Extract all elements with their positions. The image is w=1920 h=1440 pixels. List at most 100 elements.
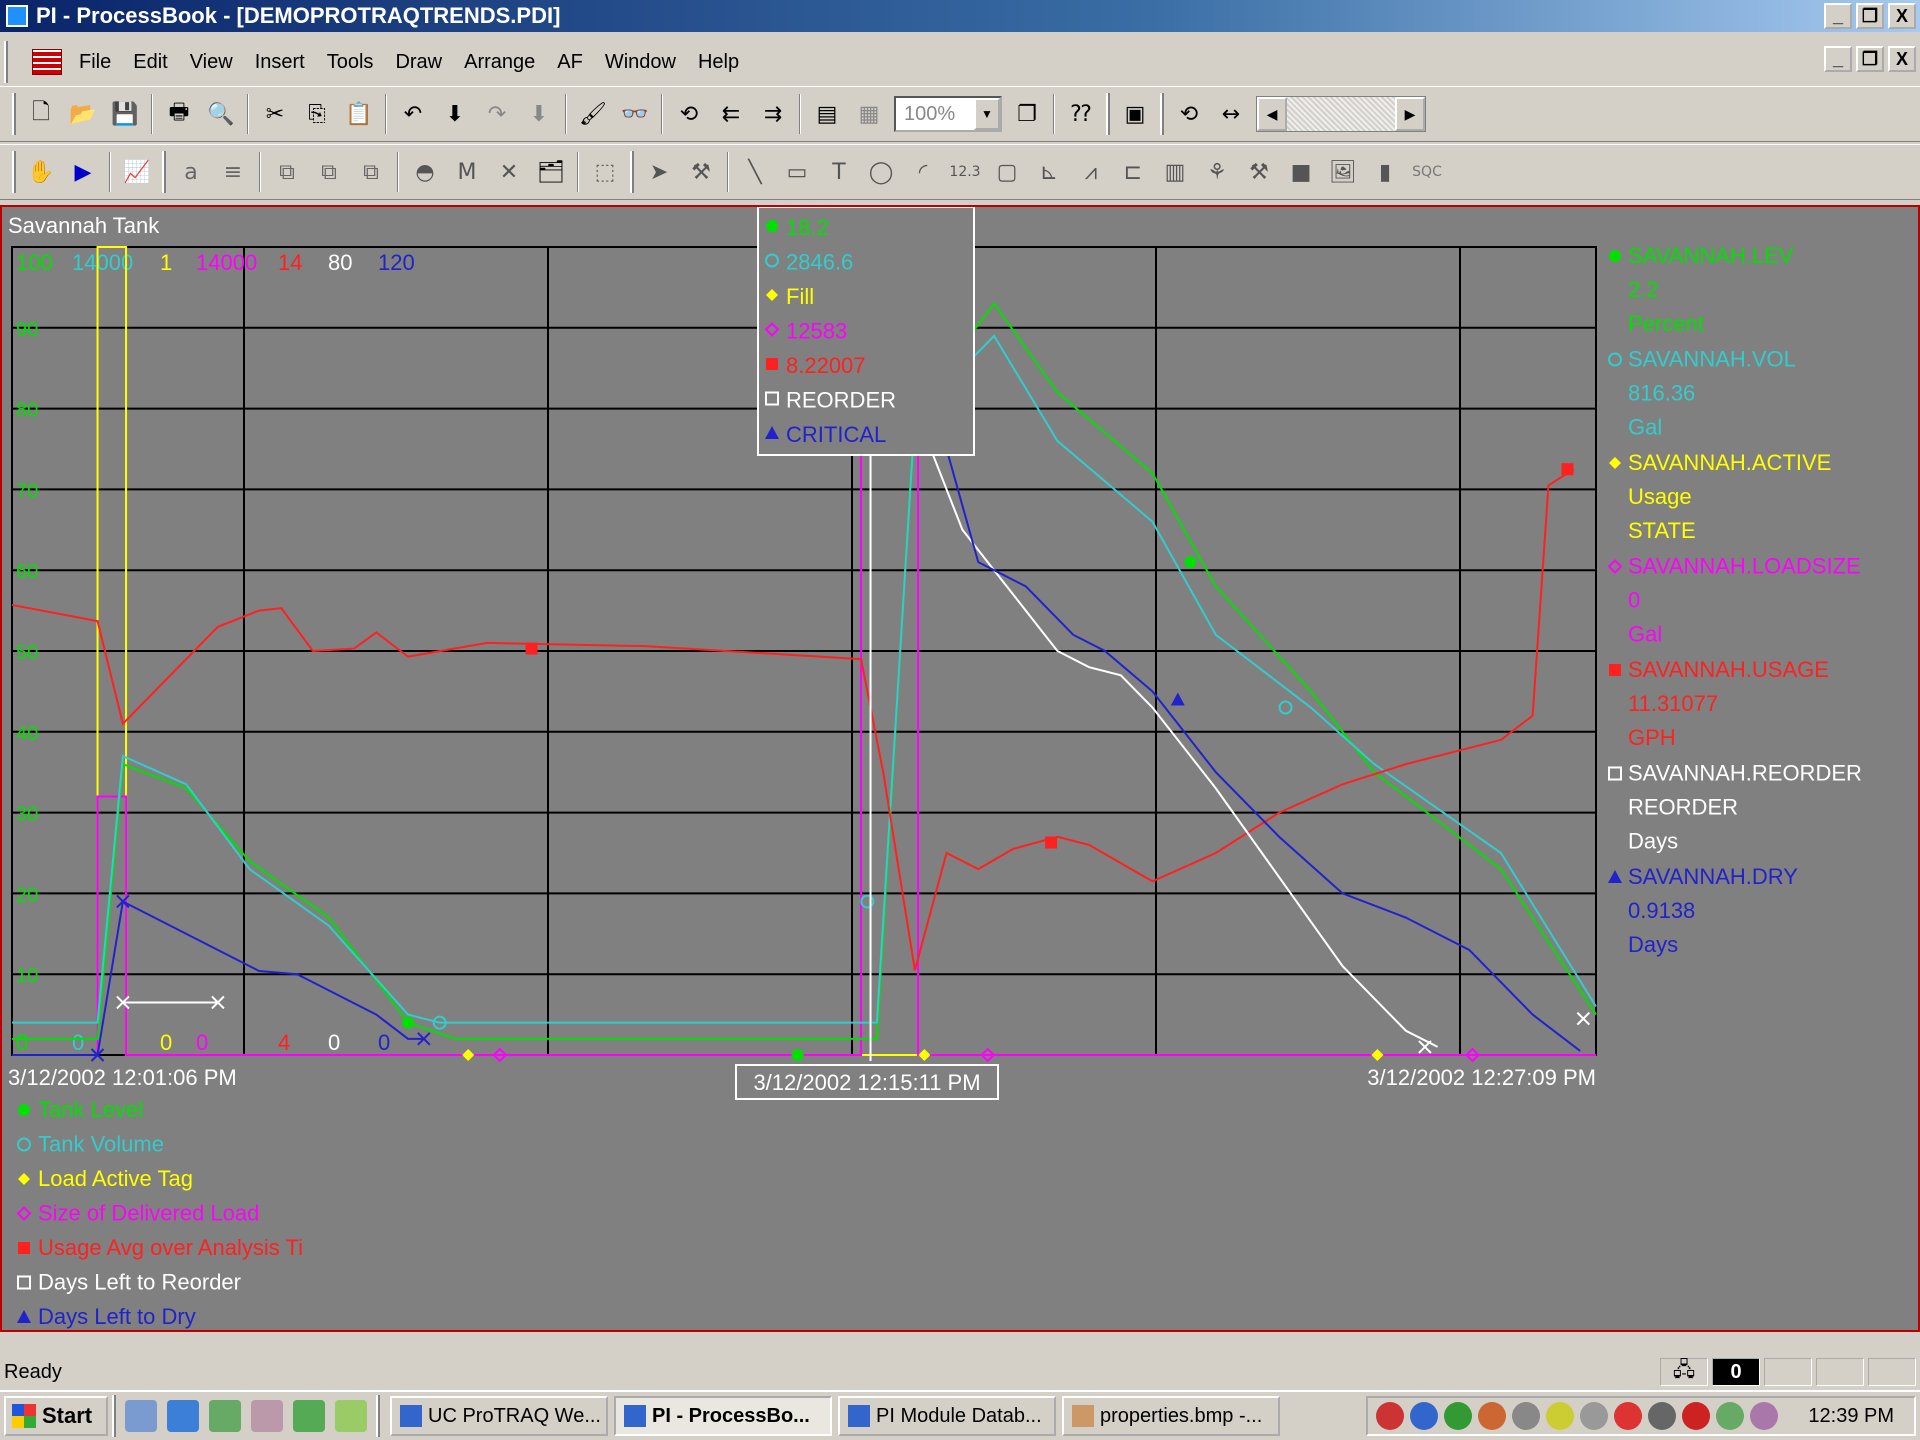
task-protraq[interactable]: UC ProTRAQ We... [390, 1396, 608, 1436]
zoom-region-icon[interactable]: ⬚ [594, 159, 616, 185]
symbol-icon[interactable]: ◓ [415, 159, 435, 185]
quicklaunch-explorer-icon[interactable] [251, 1400, 283, 1432]
save-icon[interactable]: 💾 [111, 101, 139, 127]
image-icon[interactable]: 🖼 [1329, 159, 1357, 185]
minimize-button[interactable]: _ [1824, 3, 1852, 29]
doc-close-button[interactable]: X [1888, 46, 1916, 72]
undo-dropdown-icon[interactable]: ⬇ [445, 101, 465, 127]
quicklaunch-network-icon[interactable] [209, 1400, 241, 1432]
time-range-icon[interactable]: ↔ [1221, 101, 1241, 127]
delete-icon[interactable]: ✕ [499, 159, 519, 185]
window-titlebar[interactable]: PI - ProcessBook - [DEMOPROTRAQTRENDS.PD… [0, 0, 1920, 32]
new-file-icon[interactable]: 🗋 [32, 100, 50, 125]
menu-tools[interactable]: Tools [326, 50, 374, 73]
back-icon[interactable]: ⇇ [721, 101, 741, 127]
scroll-left-icon[interactable]: ◀ [1257, 97, 1287, 131]
doc-minimize-button[interactable]: _ [1824, 46, 1852, 72]
undo-icon[interactable]: ↶ [403, 101, 423, 127]
tray-tool-icon[interactable] [1478, 1402, 1506, 1430]
trend-document[interactable]: Savannah Tank 90 80 70 60 50 40 30 20 10 100 14000 1… [0, 205, 1920, 1332]
menu-af[interactable]: AF [557, 50, 583, 73]
task-module-db[interactable]: PI Module Datab... [838, 1396, 1056, 1436]
chart-edit-icon[interactable]: 📈 [123, 159, 151, 185]
arc-tool-icon[interactable]: ◜ [918, 159, 928, 185]
stack-icon[interactable]: ▮ [1378, 159, 1392, 185]
text-t-tool-icon[interactable]: T [832, 159, 846, 185]
bar-tool-icon[interactable]: ⊾ [1039, 159, 1059, 185]
tray-volume-icon[interactable] [1512, 1402, 1540, 1430]
paste-icon[interactable]: 📋 [345, 101, 373, 127]
tray-shield-icon[interactable] [1410, 1402, 1438, 1430]
ungroup-icon[interactable]: ⧉ [321, 159, 337, 185]
scroll-right-icon[interactable]: ▶ [1395, 97, 1425, 131]
run-arrow-icon[interactable]: ▶ [74, 159, 92, 185]
menu-edit[interactable]: Edit [133, 50, 168, 73]
run-mode-icon[interactable]: ✋ [27, 159, 55, 185]
menu-draw[interactable]: Draw [395, 50, 443, 73]
grid-icon[interactable]: ▦ [858, 101, 880, 127]
redo-icon[interactable]: ↷ [487, 101, 507, 127]
doc-restore-button[interactable]: ❐ [1856, 46, 1884, 72]
close-button[interactable]: X [1888, 3, 1916, 29]
chevron-down-icon[interactable]: ▼ [974, 98, 1000, 130]
xy-plot-icon[interactable]: ⊏ [1123, 159, 1143, 185]
menu-arrange[interactable]: Arrange [464, 50, 536, 73]
open-folder-icon[interactable]: 📂 [69, 101, 97, 127]
task-properties-bmp[interactable]: properties.bmp -... [1062, 1396, 1280, 1436]
quicklaunch-tool-icon[interactable] [335, 1400, 367, 1432]
refresh-icon[interactable]: ⟲ [679, 101, 699, 127]
time-scrollbar[interactable]: ◀ ▶ [1256, 96, 1426, 132]
tray-display-icon[interactable] [1648, 1402, 1676, 1430]
tray-network-icon[interactable] [1444, 1402, 1472, 1430]
forward-icon[interactable]: ⇉ [763, 101, 783, 127]
tray-device-icon[interactable] [1716, 1402, 1744, 1430]
find-binoculars-icon[interactable]: 👓 [621, 101, 649, 127]
text-tool-icon[interactable]: a [184, 159, 198, 185]
copy-icon[interactable]: ⎘ [308, 101, 326, 127]
document-icon[interactable] [32, 49, 62, 75]
tray-user-icon[interactable] [1750, 1402, 1778, 1430]
restore-button[interactable]: ❐ [1856, 3, 1884, 29]
menu-file[interactable]: File [79, 50, 112, 73]
task-processbook[interactable]: PI - ProcessBo... [614, 1396, 832, 1436]
tray-sync-icon[interactable] [1546, 1402, 1574, 1430]
redo-dropdown-icon[interactable]: ⬇ [529, 101, 549, 127]
zoom-select[interactable]: 100% ▼ [894, 96, 1002, 132]
align-icon[interactable]: ≡ [223, 159, 243, 185]
quicklaunch-desktop-icon[interactable] [125, 1400, 157, 1432]
menu-window[interactable]: Window [604, 50, 676, 73]
start-button[interactable]: Start [4, 1396, 108, 1436]
context-help-icon[interactable]: ⁇ [1070, 101, 1092, 127]
properties-icon[interactable]: 🗂 [537, 159, 565, 185]
menu-grip[interactable] [4, 41, 8, 83]
group-icon[interactable]: ⧉ [279, 159, 295, 185]
quicklaunch-ie-icon[interactable] [167, 1400, 199, 1432]
format-painter-icon[interactable]: 🖌 [579, 101, 607, 127]
tray-globe-icon[interactable] [1580, 1402, 1608, 1430]
multistate-icon[interactable]: M [457, 159, 477, 185]
print-icon[interactable]: 🖶 [168, 100, 190, 125]
fill-icon[interactable]: ■ [1290, 159, 1312, 185]
value-tool-icon[interactable]: 12.3 [949, 164, 981, 180]
menu-help[interactable]: Help [697, 50, 740, 73]
menu-insert[interactable]: Insert [254, 50, 305, 73]
toolbar-grip[interactable] [12, 93, 16, 135]
batch-icon[interactable]: ⚘ [1207, 159, 1227, 185]
regroup-icon[interactable]: ⧉ [363, 159, 379, 185]
ellipse-tool-icon[interactable]: ◯ [868, 159, 894, 185]
rectangle-tool-icon[interactable]: ▭ [786, 159, 808, 185]
trend-tool-icon[interactable]: ⩘ [1084, 159, 1098, 185]
tray-search-icon[interactable] [1376, 1402, 1404, 1430]
quicklaunch-app-icon[interactable] [293, 1400, 325, 1432]
select-arrow-icon[interactable]: ➤ [649, 159, 669, 185]
button-tool-icon[interactable]: ▢ [996, 159, 1018, 185]
time-refresh-icon[interactable]: ⟲ [1179, 101, 1199, 127]
menu-view[interactable]: View [189, 50, 233, 73]
sqc-icon[interactable]: SQC [1412, 164, 1442, 180]
tools-icon[interactable]: ⚒ [1249, 159, 1269, 185]
build-mode-icon[interactable]: ▤ [816, 101, 838, 127]
tray-error-icon[interactable] [1682, 1402, 1710, 1430]
print-preview-icon[interactable]: 🔍 [207, 101, 235, 127]
tray-alert-icon[interactable] [1614, 1402, 1642, 1430]
